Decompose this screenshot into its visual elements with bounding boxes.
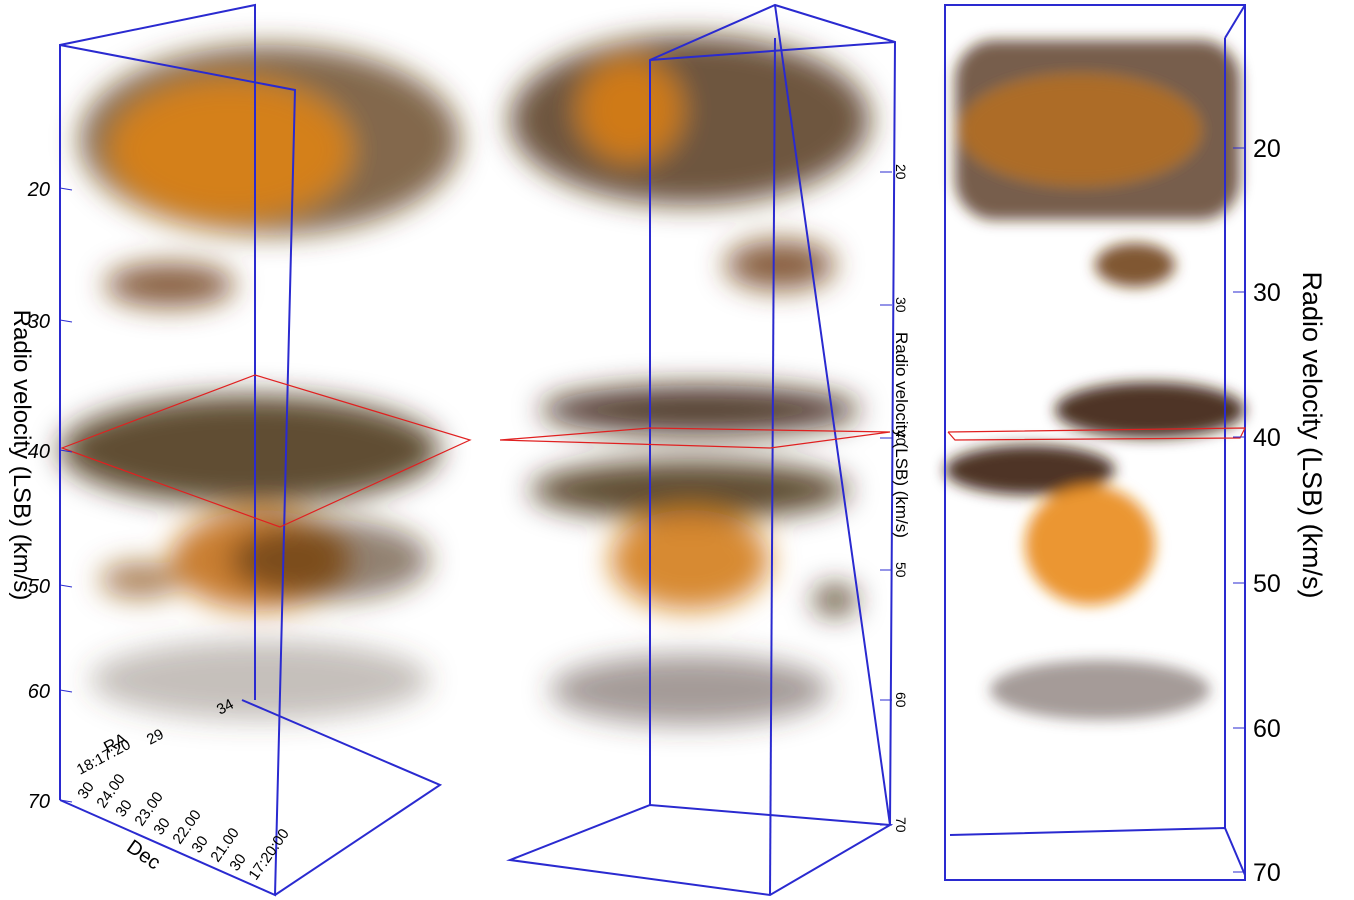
velocity-tick-label: 60 <box>1253 715 1281 743</box>
velocity-tick-label: 50 <box>1253 570 1281 598</box>
velocity-tick-label: 20 <box>893 164 909 180</box>
velocity-tick-label: 20 <box>1253 135 1281 163</box>
velocity-tick-label: 70 <box>893 817 909 833</box>
velocity-tick-label: 20 <box>27 179 50 201</box>
velocity-tick-label: 60 <box>28 681 50 703</box>
tick-mark <box>60 188 72 190</box>
axis-title: Radio velocity (LSB) (km/s) <box>8 310 35 601</box>
dec-label: Dec <box>123 836 165 874</box>
velocity-tick-label: 70 <box>1253 859 1281 887</box>
velocity-tick-label: 30 <box>893 297 909 313</box>
velocity-tick-label: 50 <box>893 562 909 578</box>
tick-mark <box>60 690 72 692</box>
velocity-tick-label: 40 <box>1253 424 1281 452</box>
velocity-tick-label: 70 <box>28 791 50 813</box>
tick-mark <box>60 585 72 587</box>
velocity-tick-label: 30 <box>1253 279 1281 307</box>
axis-title: Radio velocity (LSB) (km/s) <box>892 332 911 538</box>
emission-panel-1 <box>60 45 460 720</box>
axis-title: Radio velocity (LSB) (km/s) <box>1297 271 1327 598</box>
dec-tick-label: 17:20:00 <box>245 826 292 884</box>
emission-panel-2 <box>510 35 870 725</box>
emission-panel-3 <box>945 40 1245 720</box>
tick-mark <box>60 320 72 322</box>
velocity-tick-label: 60 <box>893 692 909 708</box>
figure: 20 30 40 50 60 70 Radio velocity (LSB) (km/s) R… <box>0 0 1354 900</box>
ra-tick-label: 29 <box>144 726 167 749</box>
